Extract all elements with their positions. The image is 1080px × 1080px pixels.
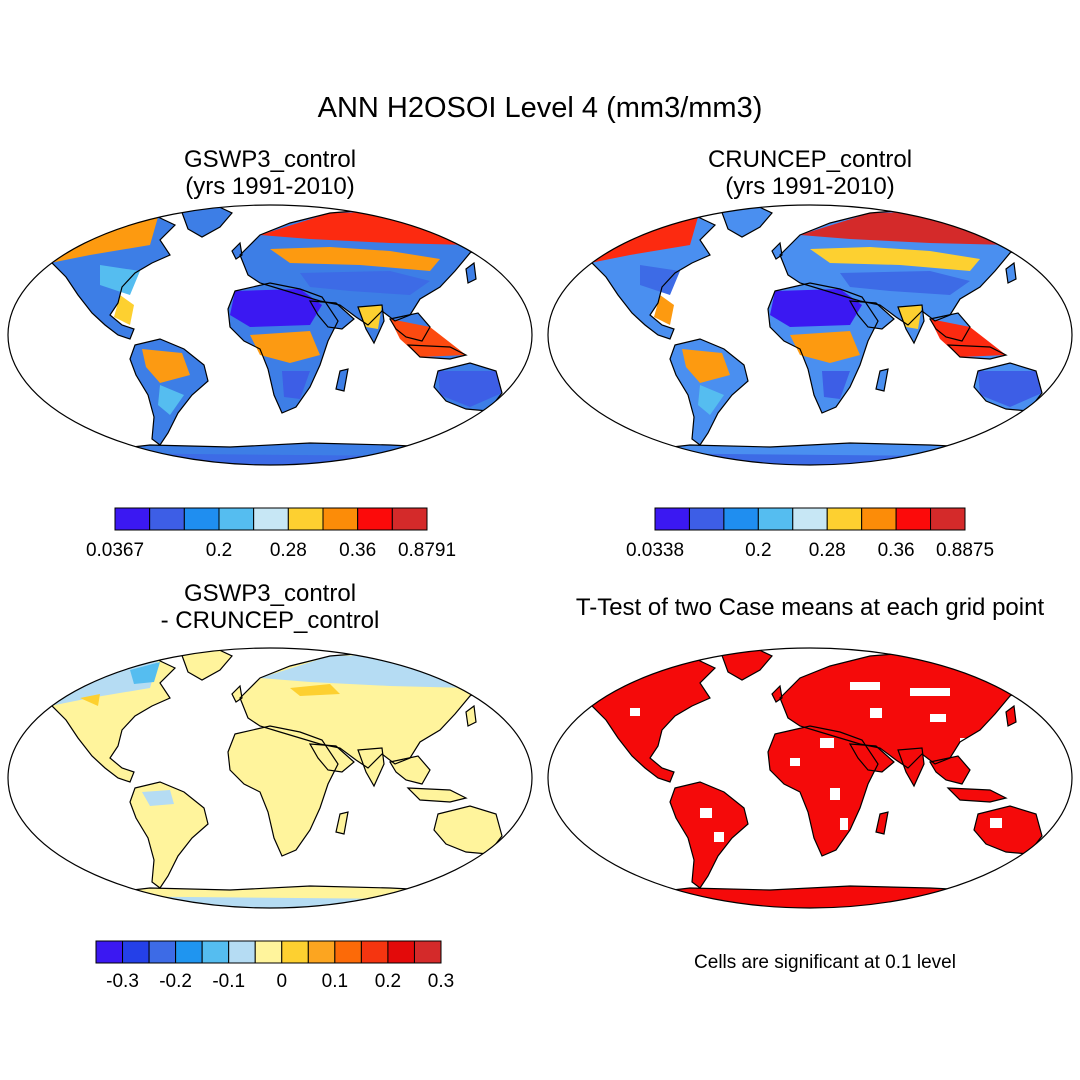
difference-colorbar-swatch — [201, 940, 230, 964]
gswp3-colorbar-swatch — [287, 507, 324, 531]
difference-colorbar-swatch — [254, 940, 283, 964]
gswp3-colorbar-tick-label: 0.0367 — [86, 540, 144, 561]
figure-title: ANN H2OSOI Level 4 (mm3/mm3) — [317, 92, 763, 124]
difference-colorbar-tick-label: -0.1 — [212, 971, 245, 992]
panel-title-difference-line2: - CRUNCEP_control — [160, 607, 380, 634]
difference-map — [7, 647, 533, 909]
cruncep-colorbar-tick-label: 0.36 — [878, 540, 915, 561]
ttest-map — [547, 647, 1073, 909]
difference-colorbar-tick-label: 0 — [276, 971, 287, 992]
difference-colorbar-tick-label: 0.3 — [428, 971, 454, 992]
gswp3-colorbar-tick-label: 0.8791 — [398, 540, 456, 561]
difference-colorbar-swatch — [228, 940, 256, 964]
difference-colorbar-swatch — [148, 940, 177, 964]
gswp3-colorbar-swatch — [149, 507, 185, 531]
cruncep-colorbar-tick-label: 0.8875 — [936, 540, 994, 561]
cruncep-colorbar-swatch — [895, 507, 932, 531]
cruncep-colorbar-swatch — [792, 507, 828, 531]
panel-title-cruncep-line2: (yrs 1991-2010) — [725, 173, 895, 200]
difference-colorbar: -0.3 -0.2 -0.1 0 0.1 0.2 0.3 — [95, 940, 454, 992]
gswp3-map — [7, 204, 533, 466]
gswp3-colorbar-tick-label: 0.2 — [206, 540, 232, 561]
cruncep-colorbar-swatch — [688, 507, 725, 531]
gswp3-colorbar-tick-label: 0.28 — [270, 540, 307, 561]
gswp3-colorbar-swatch — [183, 507, 220, 531]
cruncep-colorbar-swatch — [723, 507, 759, 531]
panel-title-cruncep-line1: CRUNCEP_control — [707, 146, 913, 173]
difference-colorbar-swatch — [175, 940, 203, 964]
difference-colorbar-swatch — [95, 940, 124, 964]
cruncep-map — [547, 204, 1073, 466]
panel-title-gswp3-line1: GSWP3_control — [183, 146, 357, 173]
difference-colorbar-swatch — [360, 940, 389, 964]
gswp3-colorbar-swatch — [391, 507, 428, 531]
gswp3-colorbar-swatch — [114, 507, 151, 531]
cruncep-colorbar-swatch — [826, 507, 863, 531]
gswp3-colorbar-swatch — [322, 507, 359, 531]
gswp3-colorbar-swatch — [253, 507, 289, 531]
panel-title-difference-line1: GSWP3_control — [183, 580, 357, 607]
cruncep-colorbar-swatch — [930, 507, 966, 531]
difference-colorbar-swatch — [307, 940, 336, 964]
gswp3-colorbar: 0.0367 0.2 0.28 0.36 0.8791 — [86, 507, 456, 561]
significance-note: Cells are significant at 0.1 level — [694, 952, 956, 973]
difference-colorbar-swatch — [281, 940, 309, 964]
cruncep-colorbar: 0.0338 0.2 0.28 0.36 0.8875 — [626, 507, 994, 561]
difference-colorbar-swatch — [387, 940, 415, 964]
difference-colorbar-swatch — [334, 940, 362, 964]
cruncep-colorbar-swatch — [757, 507, 794, 531]
difference-colorbar-swatch — [413, 940, 442, 964]
difference-colorbar-tick-label: -0.2 — [159, 971, 192, 992]
difference-colorbar-tick-label: 0.1 — [322, 971, 348, 992]
panel-title-ttest: T-Test of two Case means at each grid po… — [540, 594, 1080, 621]
gswp3-colorbar-swatch — [218, 507, 255, 531]
panel-title-cruncep: CRUNCEP_control (yrs 1991-2010) — [610, 146, 1010, 200]
gswp3-colorbar-swatch — [357, 507, 393, 531]
cruncep-colorbar-swatch — [861, 507, 897, 531]
cruncep-colorbar-swatch — [654, 507, 690, 531]
difference-colorbar-swatch — [122, 940, 150, 964]
cruncep-colorbar-tick-label: 0.0338 — [626, 540, 684, 561]
cruncep-colorbar-tick-label: 0.28 — [809, 540, 846, 561]
panel-title-gswp3: GSWP3_control (yrs 1991-2010) — [70, 146, 470, 200]
difference-colorbar-tick-label: -0.3 — [106, 971, 139, 992]
cruncep-colorbar-tick-label: 0.2 — [745, 540, 771, 561]
gswp3-colorbar-tick-label: 0.36 — [339, 540, 376, 561]
panel-title-gswp3-line2: (yrs 1991-2010) — [185, 173, 355, 200]
difference-colorbar-tick-label: 0.2 — [375, 971, 401, 992]
panel-title-ttest-line1: T-Test of two Case means at each grid po… — [575, 594, 1045, 621]
panel-title-difference: GSWP3_control - CRUNCEP_control — [70, 580, 470, 634]
